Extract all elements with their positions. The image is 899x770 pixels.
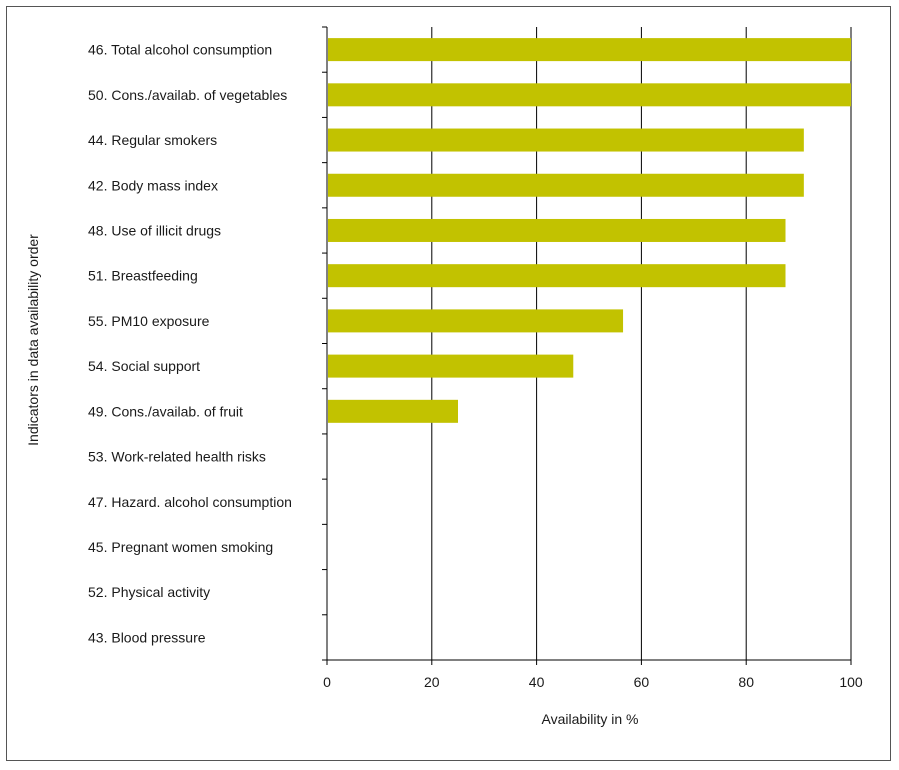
- gridlines: [431, 27, 852, 660]
- x-tick-label: 100: [839, 674, 863, 690]
- bar: [328, 128, 804, 152]
- bar: [328, 264, 786, 288]
- x-tick-label: 0: [323, 674, 331, 690]
- category-label: 52. Physical activity: [88, 584, 210, 600]
- category-label: 53. Work-related health risks: [88, 449, 266, 465]
- category-label: 42. Body mass index: [88, 177, 218, 193]
- bar: [328, 354, 574, 378]
- category-label: 45. Pregnant women smoking: [88, 539, 273, 555]
- x-axis-title: Availability in %: [541, 711, 638, 727]
- x-tick-label: 40: [529, 674, 545, 690]
- bar: [328, 218, 786, 242]
- category-label: 50. Cons./availab. of vegetables: [88, 87, 287, 103]
- x-tick-label: 20: [424, 674, 440, 690]
- bar: [328, 83, 851, 107]
- category-label: 47. Hazard. alcohol consumption: [88, 494, 292, 510]
- x-tick-label: 80: [738, 674, 754, 690]
- bar: [328, 38, 851, 62]
- category-label: 54. Social support: [88, 358, 200, 374]
- bar: [328, 399, 458, 423]
- bar: [328, 173, 804, 197]
- category-label: 44. Regular smokers: [88, 132, 217, 148]
- x-tick-labels: 0 20 40 60 80 100: [323, 674, 863, 690]
- x-tick-label: 60: [634, 674, 650, 690]
- y-axis-title: Indicators in data availability order: [25, 234, 41, 446]
- category-label: 46. Total alcohol consumption: [88, 42, 272, 58]
- bar: [328, 309, 624, 333]
- category-labels: 46. Total alcohol consumption 50. Cons./a…: [88, 42, 292, 646]
- axes: [322, 26, 852, 665]
- category-label: 43. Blood pressure: [88, 629, 206, 645]
- category-label: 51. Breastfeeding: [88, 268, 198, 284]
- category-label: 48. Use of illicit drugs: [88, 222, 221, 238]
- bars: [328, 38, 851, 423]
- category-label: 55. PM10 exposure: [88, 313, 210, 329]
- category-label: 49. Cons./availab. of fruit: [88, 403, 243, 419]
